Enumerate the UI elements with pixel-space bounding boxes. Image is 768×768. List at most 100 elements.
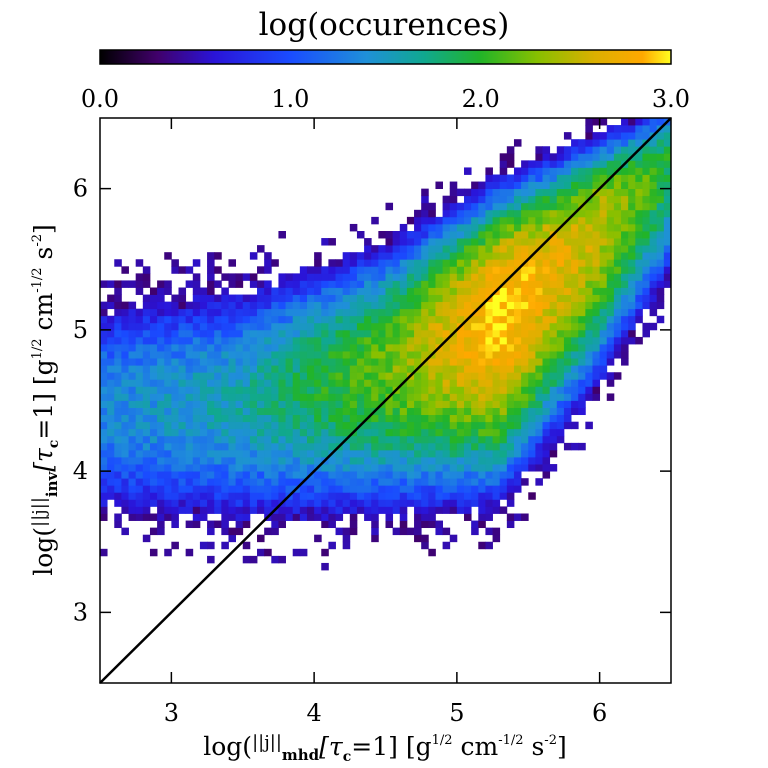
- heatmap-cell: [528, 365, 536, 373]
- heatmap-cell: [342, 344, 351, 352]
- heatmap-cell: [456, 252, 465, 260]
- heatmap-cell: [513, 414, 522, 423]
- heatmap-cell: [285, 351, 294, 359]
- heatmap-cell: [635, 245, 643, 253]
- heatmap-cell: [100, 393, 108, 401]
- heatmap-cell: [249, 365, 258, 373]
- heatmap-cell: [442, 287, 451, 295]
- heatmap-cell: [385, 294, 394, 303]
- heatmap-cell: [192, 435, 201, 444]
- heatmap-cell: [164, 308, 172, 317]
- heatmap-cell: [349, 421, 358, 430]
- heatmap-cell: [356, 457, 365, 465]
- heatmap-cell: [485, 372, 493, 380]
- heatmap-cell: [435, 520, 443, 529]
- heatmap-cell: [321, 428, 329, 437]
- heatmap-cell: [185, 386, 194, 394]
- heatmap-cell: [406, 428, 415, 437]
- heatmap-cell: [492, 238, 501, 246]
- heatmap-cell: [385, 478, 394, 486]
- heatmap-cell: [321, 442, 329, 451]
- heatmap-cell: [378, 322, 386, 331]
- heatmap-cell: [378, 231, 386, 239]
- heatmap-cell: [185, 379, 194, 387]
- heatmap-cell: [342, 527, 351, 536]
- heatmap-cell: [121, 414, 129, 423]
- heatmap-cell: [521, 386, 529, 394]
- heatmap-cell: [328, 386, 336, 394]
- heatmap-cell: [114, 471, 122, 479]
- heatmap-cell: [528, 294, 536, 303]
- heatmap-cell: [214, 520, 222, 529]
- heatmap-cell: [249, 336, 258, 345]
- heatmap-cell: [442, 541, 451, 550]
- heatmap-cell: [135, 435, 144, 444]
- heatmap-cell: [592, 216, 601, 225]
- heatmap-cell: [628, 167, 636, 175]
- heatmap-cell: [592, 393, 601, 401]
- heatmap-cell: [207, 492, 215, 500]
- heatmap-cell: [628, 174, 636, 182]
- heatmap-cell: [414, 506, 422, 514]
- heatmap-cell: [171, 421, 179, 430]
- heatmap-cell: [635, 315, 643, 324]
- heatmap-cell: [428, 492, 436, 500]
- heatmap-cell: [292, 379, 301, 387]
- heatmap-cell: [528, 273, 536, 281]
- heatmap-cell: [649, 181, 658, 190]
- heatmap-cell: [542, 146, 551, 154]
- heatmap-cell: [306, 287, 315, 295]
- heatmap-cell: [456, 372, 465, 380]
- heatmap-cell: [285, 499, 294, 507]
- heatmap-cell: [521, 188, 529, 197]
- heatmap-cell: [299, 506, 308, 514]
- heatmap-cell: [114, 294, 122, 303]
- heatmap-cell: [335, 485, 344, 493]
- heatmap-cell: [492, 336, 501, 345]
- heatmap-cell: [642, 329, 650, 338]
- heatmap-cell: [578, 372, 586, 380]
- heatmap-cell: [628, 139, 636, 147]
- heatmap-cell: [442, 421, 451, 430]
- heatmap-cell: [535, 344, 543, 352]
- heatmap-cell: [478, 280, 486, 288]
- heatmap-cell: [442, 492, 451, 500]
- heatmap-cell: [449, 499, 458, 507]
- heatmap-cell: [192, 513, 201, 521]
- heatmap-cell: [585, 202, 593, 211]
- heatmap-cell: [414, 400, 422, 408]
- heatmap-cell: [535, 421, 543, 430]
- heatmap-cell: [563, 336, 572, 345]
- heatmap-cell: [164, 365, 172, 373]
- heatmap-cell: [356, 252, 365, 260]
- heatmap-cell: [571, 294, 579, 303]
- heatmap-cell: [385, 400, 394, 408]
- heatmap-cell: [192, 273, 201, 281]
- heatmap-cell: [506, 344, 515, 352]
- heatmap-cell: [392, 259, 401, 267]
- heatmap-cell: [556, 294, 565, 303]
- heatmap-cell: [406, 252, 415, 260]
- heatmap-cell: [563, 223, 572, 232]
- heatmap-cell: [656, 245, 665, 253]
- heatmap-cell: [414, 259, 422, 267]
- heatmap-cell: [100, 351, 108, 359]
- heatmap-cell: [199, 407, 208, 416]
- heatmap-cell: [599, 132, 608, 140]
- heatmap-cell: [278, 555, 286, 564]
- heatmap-cell: [221, 308, 229, 317]
- heatmap-cell: [606, 223, 615, 232]
- heatmap-cell: [464, 167, 472, 175]
- heatmap-cell: [442, 365, 451, 373]
- heatmap-cell: [649, 188, 658, 197]
- heatmap-cell: [385, 245, 394, 253]
- heatmap-cell: [492, 527, 501, 536]
- heatmap-cell: [528, 280, 536, 288]
- heatmap-cell: [578, 259, 586, 267]
- heatmap-cell: [249, 358, 258, 366]
- heatmap-cell: [442, 308, 451, 317]
- heatmap-cell: [414, 442, 422, 451]
- heatmap-cell: [656, 167, 665, 175]
- heatmap-cell: [178, 407, 187, 416]
- heatmap-cell: [535, 365, 543, 373]
